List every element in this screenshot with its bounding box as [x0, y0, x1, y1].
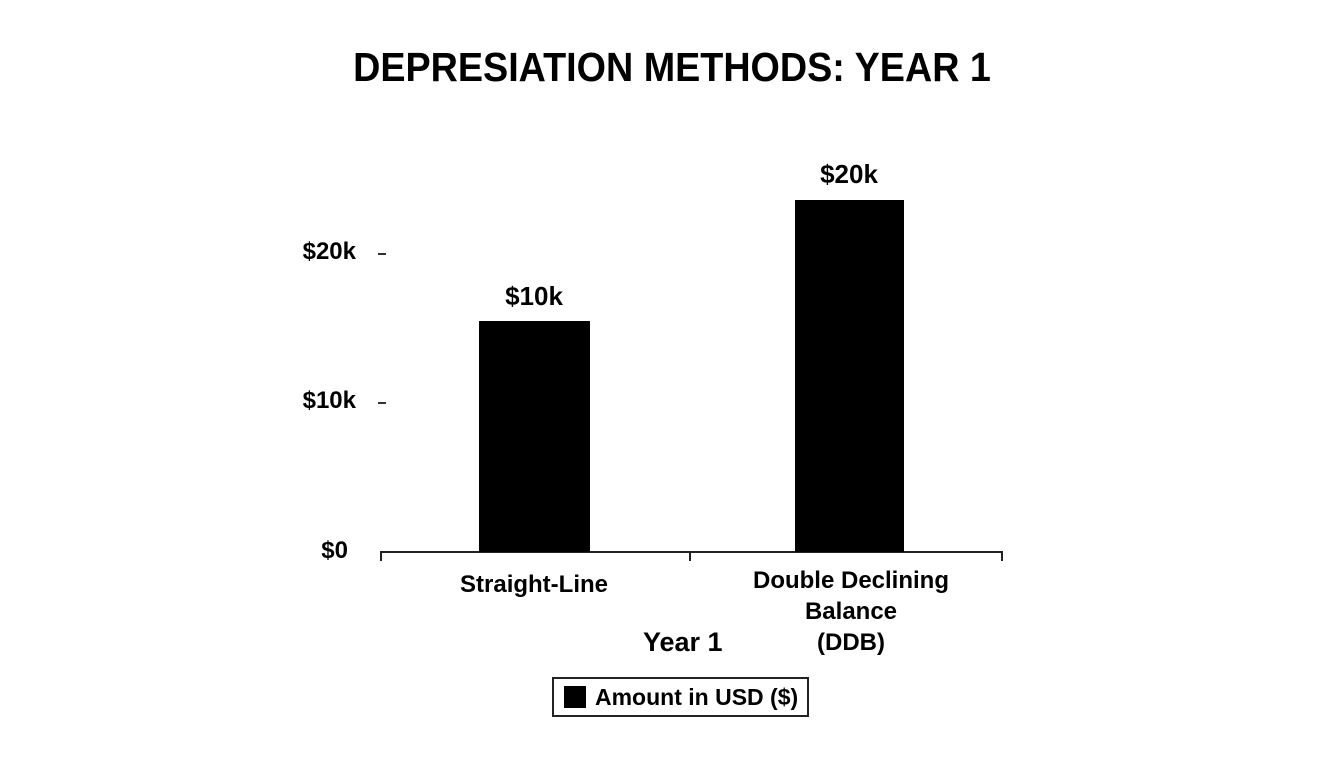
bar-label-straight-line: $10k — [505, 281, 563, 311]
y-tick-mark-10k — [378, 402, 386, 404]
category-label-ddb-line-1: Double Declining — [752, 567, 949, 594]
category-label-ddb: Double Declining Balance (DDB) — [711, 565, 991, 658]
y-tick-label-20k: $20k — [302, 238, 356, 265]
category-label-straight-line: Straight-Line — [460, 571, 608, 598]
bar-ddb — [795, 200, 904, 552]
y-tick-label-10k: $10k — [302, 387, 356, 414]
y-tick-mark-20k — [378, 253, 386, 255]
x-axis-tick-left — [380, 551, 382, 561]
category-label-ddb-line-3: (DDB) — [817, 629, 885, 656]
legend-entry-label: Amount in USD ($) — [595, 683, 799, 710]
chart-title: DEPRESIATION METHODS: YEAR 1 — [353, 44, 991, 90]
legend-swatch-icon — [564, 686, 586, 708]
bar-straight-line — [479, 321, 590, 552]
y-tick-label-0: $0 — [321, 537, 348, 564]
legend: Amount in USD ($) — [552, 677, 809, 717]
x-axis-label: Year 1 — [643, 627, 723, 657]
x-axis-line — [380, 551, 1003, 553]
category-label-ddb-line-2: Balance — [804, 598, 898, 625]
x-axis-tick-right — [1001, 551, 1003, 561]
x-axis-tick-middle — [689, 551, 691, 561]
bar-label-ddb: $20k — [820, 159, 878, 189]
